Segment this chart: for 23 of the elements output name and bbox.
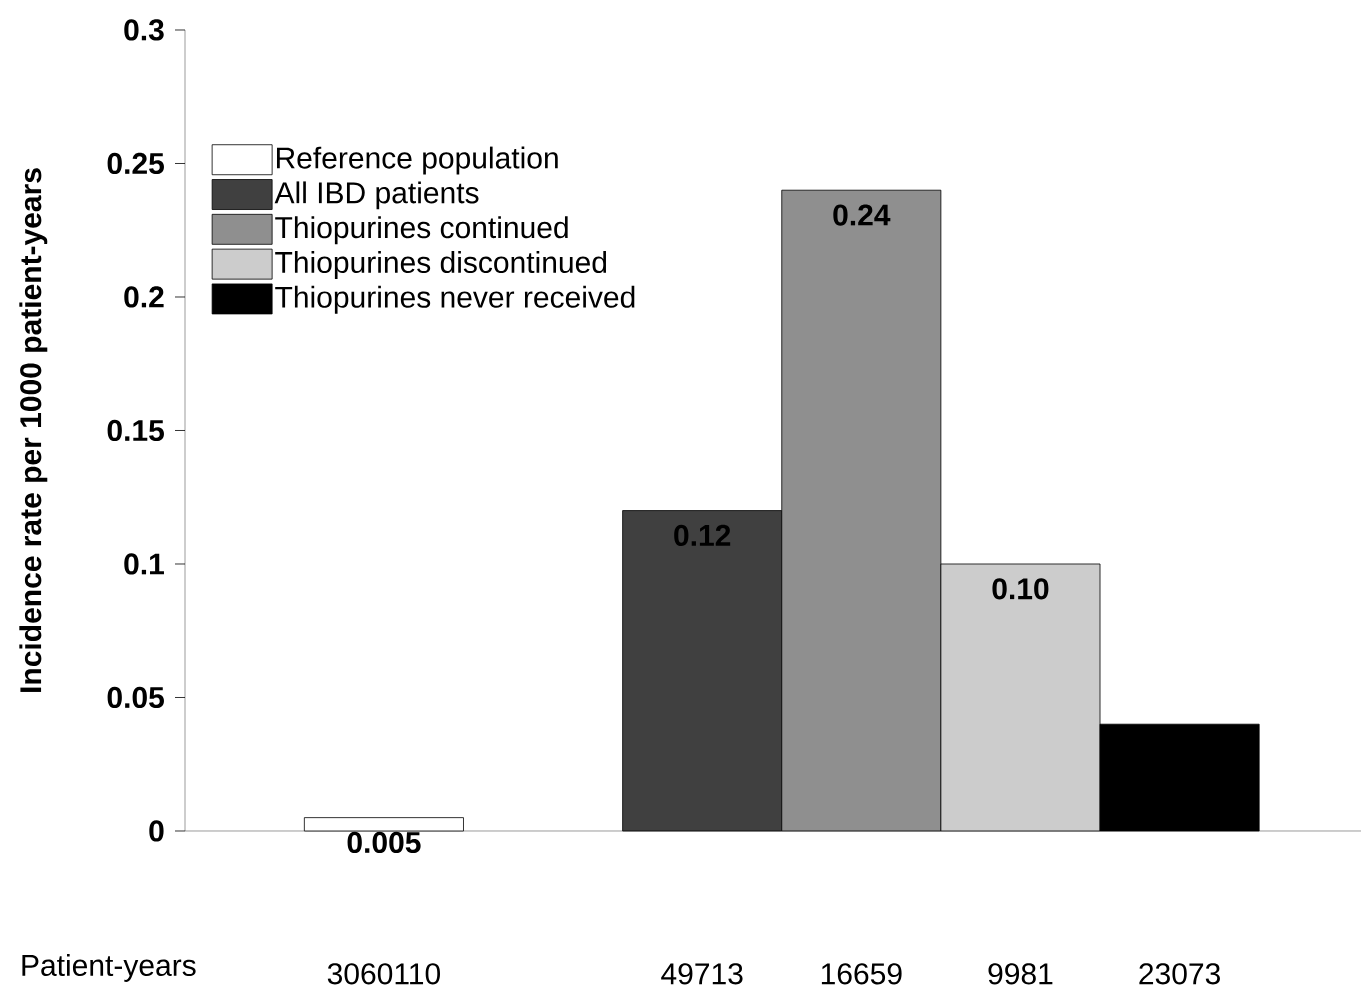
legend-label: Reference population <box>276 146 558 175</box>
legend-label: Thiopurines discontinued <box>275 251 607 279</box>
y-axis-title: Incidence rate per 1000 patient-years <box>19 168 48 692</box>
y-tick-label: 0.05 <box>107 686 164 709</box>
x-tick-label: 23073 <box>1139 963 1220 985</box>
legend-label: All IBD patients <box>274 181 479 210</box>
x-tick-label: 16659 <box>821 963 902 985</box>
legend-label: Thiopurines continued <box>275 216 568 245</box>
x-tick-label: 49713 <box>661 963 743 985</box>
y-tick-label: 0.25 <box>107 152 164 175</box>
x-axis-title: Patient-years <box>22 954 196 982</box>
x-tick-label: 3060110 <box>327 963 441 985</box>
y-tick-label: 0.1 <box>124 553 164 575</box>
y-tick-label: 0.3 <box>124 19 164 41</box>
y-tick-label: 0.15 <box>107 419 164 442</box>
data-label: 0.005 <box>347 831 421 854</box>
y-tick-label: 0 <box>149 820 164 842</box>
data-label: 0.10 <box>992 578 1049 600</box>
data-label: 0.12 <box>674 524 731 547</box>
x-tick-label: 9981 <box>988 963 1053 985</box>
data-label: 0.24 <box>833 204 891 226</box>
y-tick-label: 0.2 <box>124 286 164 308</box>
legend-label: Thiopurines never received <box>275 285 635 314</box>
